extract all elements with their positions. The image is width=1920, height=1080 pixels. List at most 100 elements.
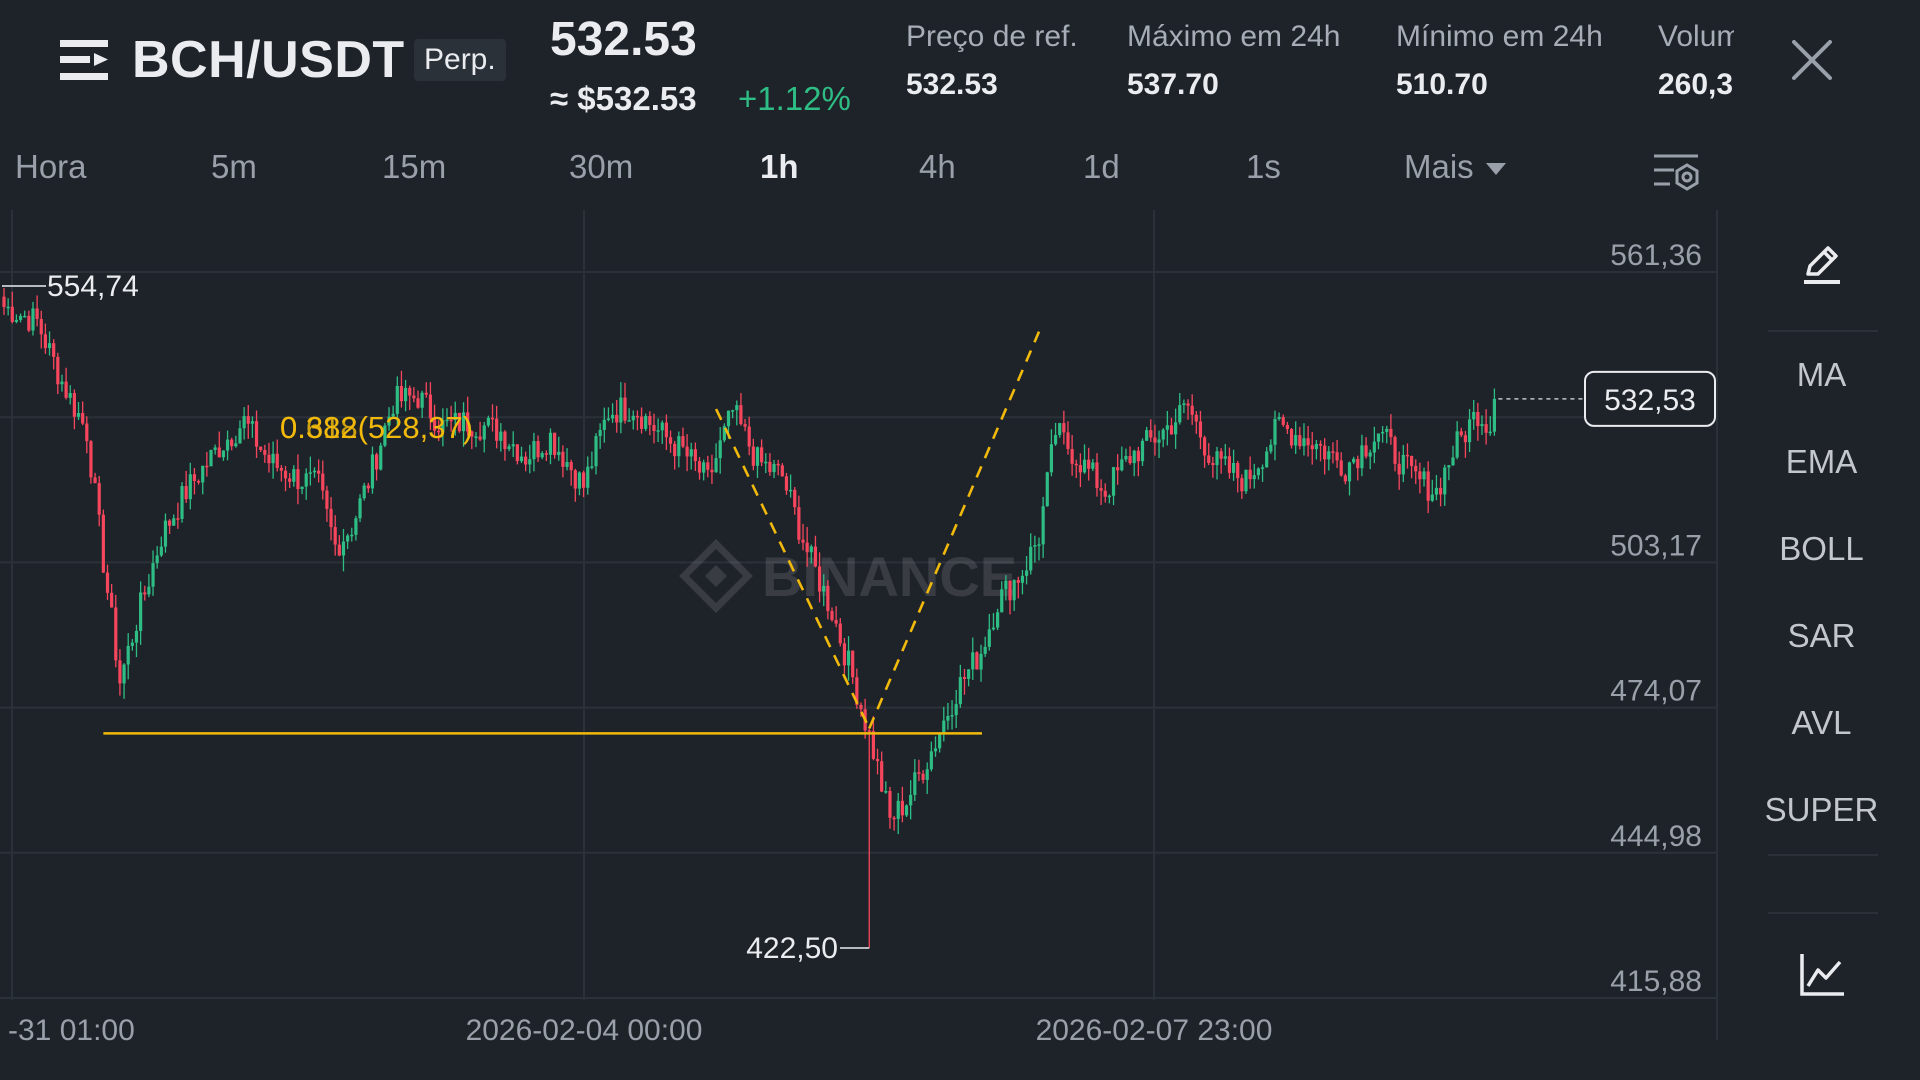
- candle: [1310, 432, 1314, 465]
- indicator-ma[interactable]: MA: [1796, 356, 1847, 393]
- candle-body: [499, 431, 503, 441]
- candle-body: [1492, 398, 1496, 432]
- pair-symbol[interactable]: BCH/USDT: [132, 31, 405, 89]
- candle: [134, 624, 139, 658]
- menu-icon[interactable]: [58, 36, 110, 84]
- candle-body: [445, 419, 449, 422]
- candle: [644, 413, 648, 432]
- candle: [867, 727, 871, 948]
- candle: [606, 407, 611, 422]
- candle: [85, 416, 89, 454]
- candle-body: [1244, 469, 1248, 492]
- candle: [1157, 430, 1161, 459]
- candle: [809, 544, 813, 564]
- tab-5m[interactable]: 5m: [211, 148, 257, 185]
- candle: [1463, 430, 1468, 458]
- candle-body: [755, 447, 760, 466]
- tab-1h[interactable]: 1h: [760, 148, 799, 185]
- candle-body: [341, 541, 346, 556]
- close-icon[interactable]: [1790, 38, 1834, 82]
- candle: [101, 509, 105, 574]
- candle: [739, 393, 743, 426]
- candle: [2, 288, 6, 315]
- candle-body: [1087, 459, 1091, 469]
- candle-body: [259, 446, 263, 450]
- candle: [176, 502, 180, 529]
- candle: [598, 423, 602, 449]
- candle: [1062, 410, 1066, 445]
- candle-body: [971, 652, 975, 670]
- indicator-avl[interactable]: AVL: [1791, 704, 1852, 741]
- tab-4h[interactable]: 4h: [919, 148, 956, 185]
- chart-settings-icon[interactable]: [1652, 150, 1700, 198]
- indicator-boll[interactable]: BOLL: [1779, 530, 1864, 567]
- candle-body: [668, 437, 673, 444]
- candle: [254, 410, 259, 458]
- chart-line-icon[interactable]: [1798, 950, 1846, 998]
- indicator-sar[interactable]: SAR: [1787, 617, 1856, 654]
- candle: [1443, 464, 1447, 506]
- candle-body: [606, 418, 611, 420]
- candle: [391, 405, 395, 418]
- candle-body: [1434, 487, 1439, 495]
- candle-body: [110, 592, 114, 608]
- candle-body: [1236, 462, 1240, 479]
- candle-body: [1078, 465, 1082, 473]
- current-price-label: 532,53: [1604, 384, 1696, 417]
- candle: [768, 453, 772, 476]
- candle-body: [14, 319, 19, 322]
- candle-body: [1190, 405, 1194, 415]
- candle-body: [308, 472, 312, 474]
- candle-body: [577, 472, 582, 489]
- candle: [486, 415, 490, 428]
- candle-body: [1339, 460, 1343, 476]
- candle: [784, 472, 789, 495]
- tab-30m[interactable]: 30m: [569, 148, 634, 185]
- candle-body: [639, 416, 644, 429]
- candle: [1318, 440, 1323, 462]
- candle: [652, 413, 656, 444]
- candle: [449, 405, 453, 432]
- candle: [553, 432, 557, 459]
- indicator-super[interactable]: SUPER: [1764, 791, 1879, 828]
- candle-body: [1343, 475, 1347, 482]
- candle: [420, 390, 424, 418]
- tab-more[interactable]: Mais: [1404, 148, 1506, 186]
- candle: [668, 430, 673, 453]
- candle-body: [461, 412, 466, 432]
- candle-body: [1012, 580, 1016, 601]
- candle: [238, 420, 242, 444]
- candle-body: [569, 462, 573, 471]
- candle-body: [1480, 424, 1484, 427]
- candle: [1215, 446, 1219, 480]
- pencil-icon[interactable]: [1798, 240, 1846, 288]
- candle-body: [453, 412, 457, 421]
- candle-body: [387, 416, 391, 426]
- candle-body: [101, 514, 105, 573]
- tab-hora[interactable]: Hora: [15, 148, 87, 185]
- tab-1d[interactable]: 1d: [1083, 148, 1120, 185]
- candle-body: [1070, 449, 1074, 464]
- candle: [1087, 447, 1091, 481]
- candle-body: [1472, 411, 1476, 420]
- candle-body: [714, 458, 718, 473]
- candle: [975, 651, 979, 670]
- candle-body: [1484, 424, 1488, 433]
- tab-15m[interactable]: 15m: [382, 148, 447, 185]
- candle-body: [532, 441, 536, 460]
- tab-1s[interactable]: 1s: [1246, 148, 1281, 185]
- indicator-ema[interactable]: EMA: [1785, 443, 1858, 480]
- candle: [97, 475, 101, 527]
- candle: [805, 527, 809, 567]
- stat-label: Mínimo em 24h: [1396, 20, 1603, 53]
- candle-body: [39, 318, 43, 335]
- candle: [271, 441, 275, 479]
- candle: [519, 446, 524, 464]
- candle: [1223, 443, 1227, 466]
- candle-body: [693, 449, 697, 462]
- candle: [457, 412, 461, 433]
- candle: [582, 470, 586, 498]
- candle-body: [1327, 451, 1331, 460]
- candle-body: [1368, 452, 1372, 457]
